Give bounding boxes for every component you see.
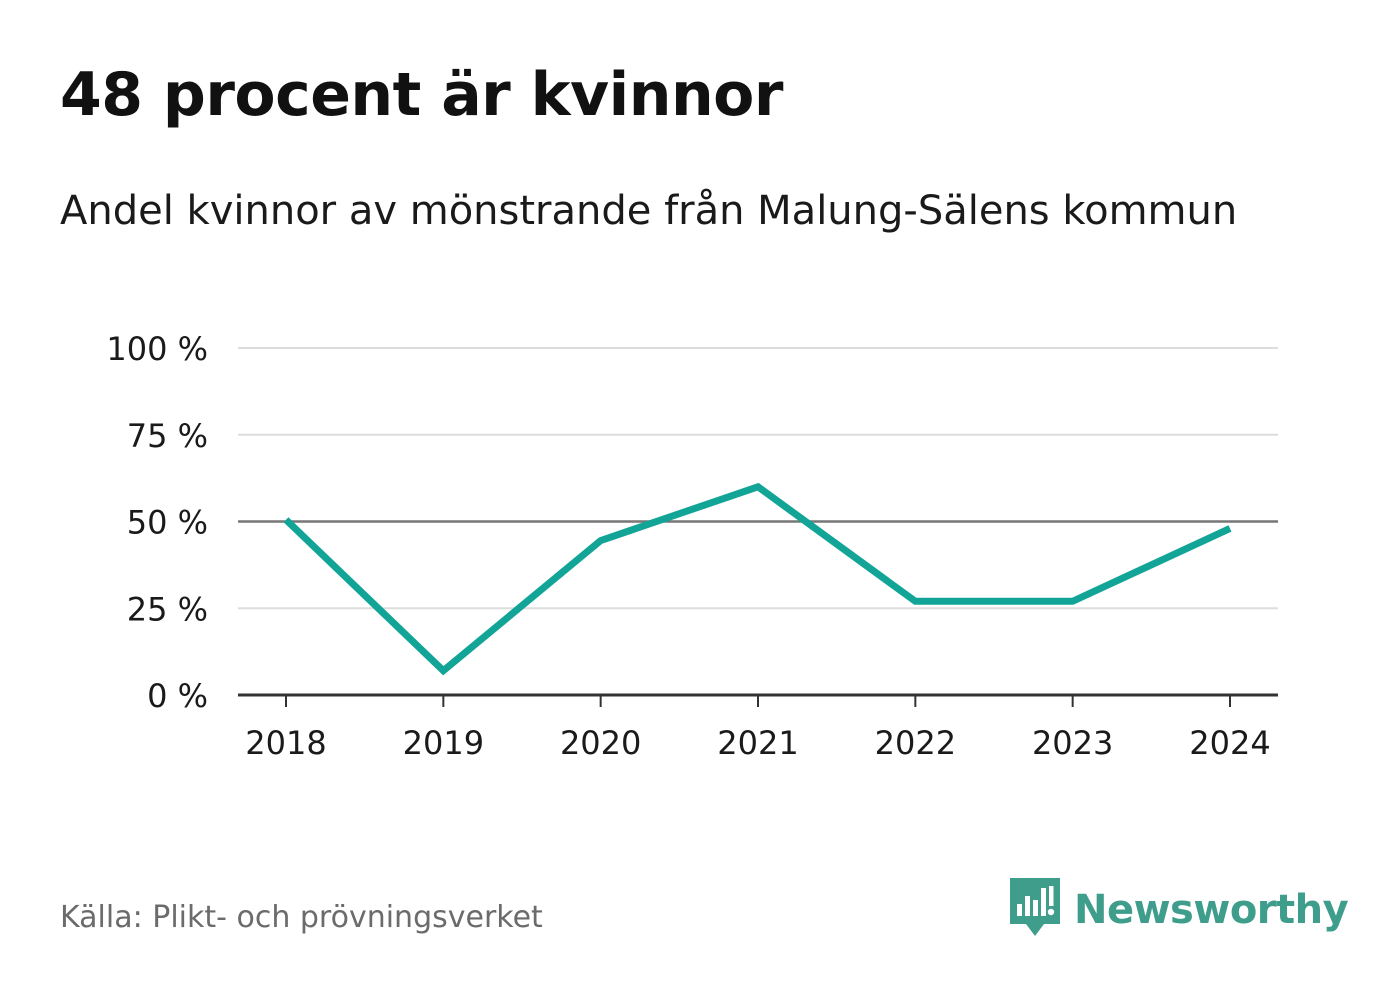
- x-tick-label: 2024: [1189, 724, 1270, 762]
- chart-subtitle: Andel kvinnor av mönstrande från Malung-…: [60, 188, 1238, 234]
- newsworthy-logo-icon: [1010, 878, 1060, 942]
- series-line: [283, 482, 1232, 676]
- y-tick-label: 50 %: [127, 504, 208, 542]
- x-tick-label: 2018: [245, 724, 326, 762]
- brand: Newsworthy: [1010, 878, 1349, 942]
- x-tick-label: 2019: [403, 724, 484, 762]
- x-tick-label: 2020: [560, 724, 641, 762]
- y-axis-ticks: 0 % 25 % 50 % 75 % 100 %: [106, 330, 208, 715]
- x-tick-label: 2022: [875, 724, 956, 762]
- y-tick-label: 75 %: [127, 417, 208, 455]
- series: [283, 482, 1232, 676]
- x-axis-ticks: 2018 2019 2020 2021 2022 2023 2024: [245, 695, 1271, 762]
- y-tick-label: 0 %: [147, 677, 208, 715]
- chart-title: 48 procent är kvinnor: [60, 60, 783, 130]
- y-tick-label: 100 %: [106, 330, 208, 368]
- x-tick-label: 2021: [717, 724, 798, 762]
- gridlines: [238, 347, 1278, 697]
- source-note: Källa: Plikt- och prövningsverket: [60, 900, 543, 935]
- brand-name: Newsworthy: [1074, 887, 1349, 933]
- y-tick-label: 25 %: [127, 590, 208, 628]
- x-tick-label: 2023: [1032, 724, 1113, 762]
